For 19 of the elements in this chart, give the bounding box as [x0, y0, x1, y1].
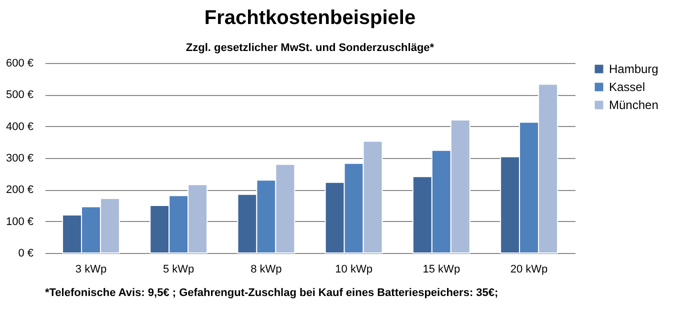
y-tick-label: 0 € [18, 248, 34, 260]
y-tick-label: 600 € [6, 58, 34, 70]
chart-subtitle: Zzgl. gesetzlicher MwSt. und Sonderzuschläge* [186, 42, 435, 54]
legend-label: Hamburg [609, 62, 658, 76]
legend-label: Kassel [609, 80, 646, 94]
x-tick-label: 8 kWp [250, 264, 282, 276]
y-tick-label: 400 € [6, 120, 34, 133]
x-tick-label: 5 kWp [163, 264, 194, 276]
y-tick-label: 500 € [6, 89, 34, 102]
x-tick-label: 15 kWp [422, 264, 460, 276]
x-tick-label: 20 kWp [510, 264, 548, 276]
text: *Telefonische Avis: 9,5€ ; Gefahrengut-Zuschlag bei Kauf eines Batteriespeichers: 35€; [45, 287, 498, 299]
x-tick-label: 10 kWp [335, 264, 372, 276]
y-tick-label: 300 € [6, 152, 34, 164]
x-tick-label: 3 kWp [75, 264, 107, 276]
y-tick-label: 100 € [6, 216, 34, 228]
y-tick-label: 200 € [6, 184, 34, 196]
legend-label: München [609, 98, 658, 112]
chart-title: Frachtkostenbeispiele [204, 7, 416, 29]
